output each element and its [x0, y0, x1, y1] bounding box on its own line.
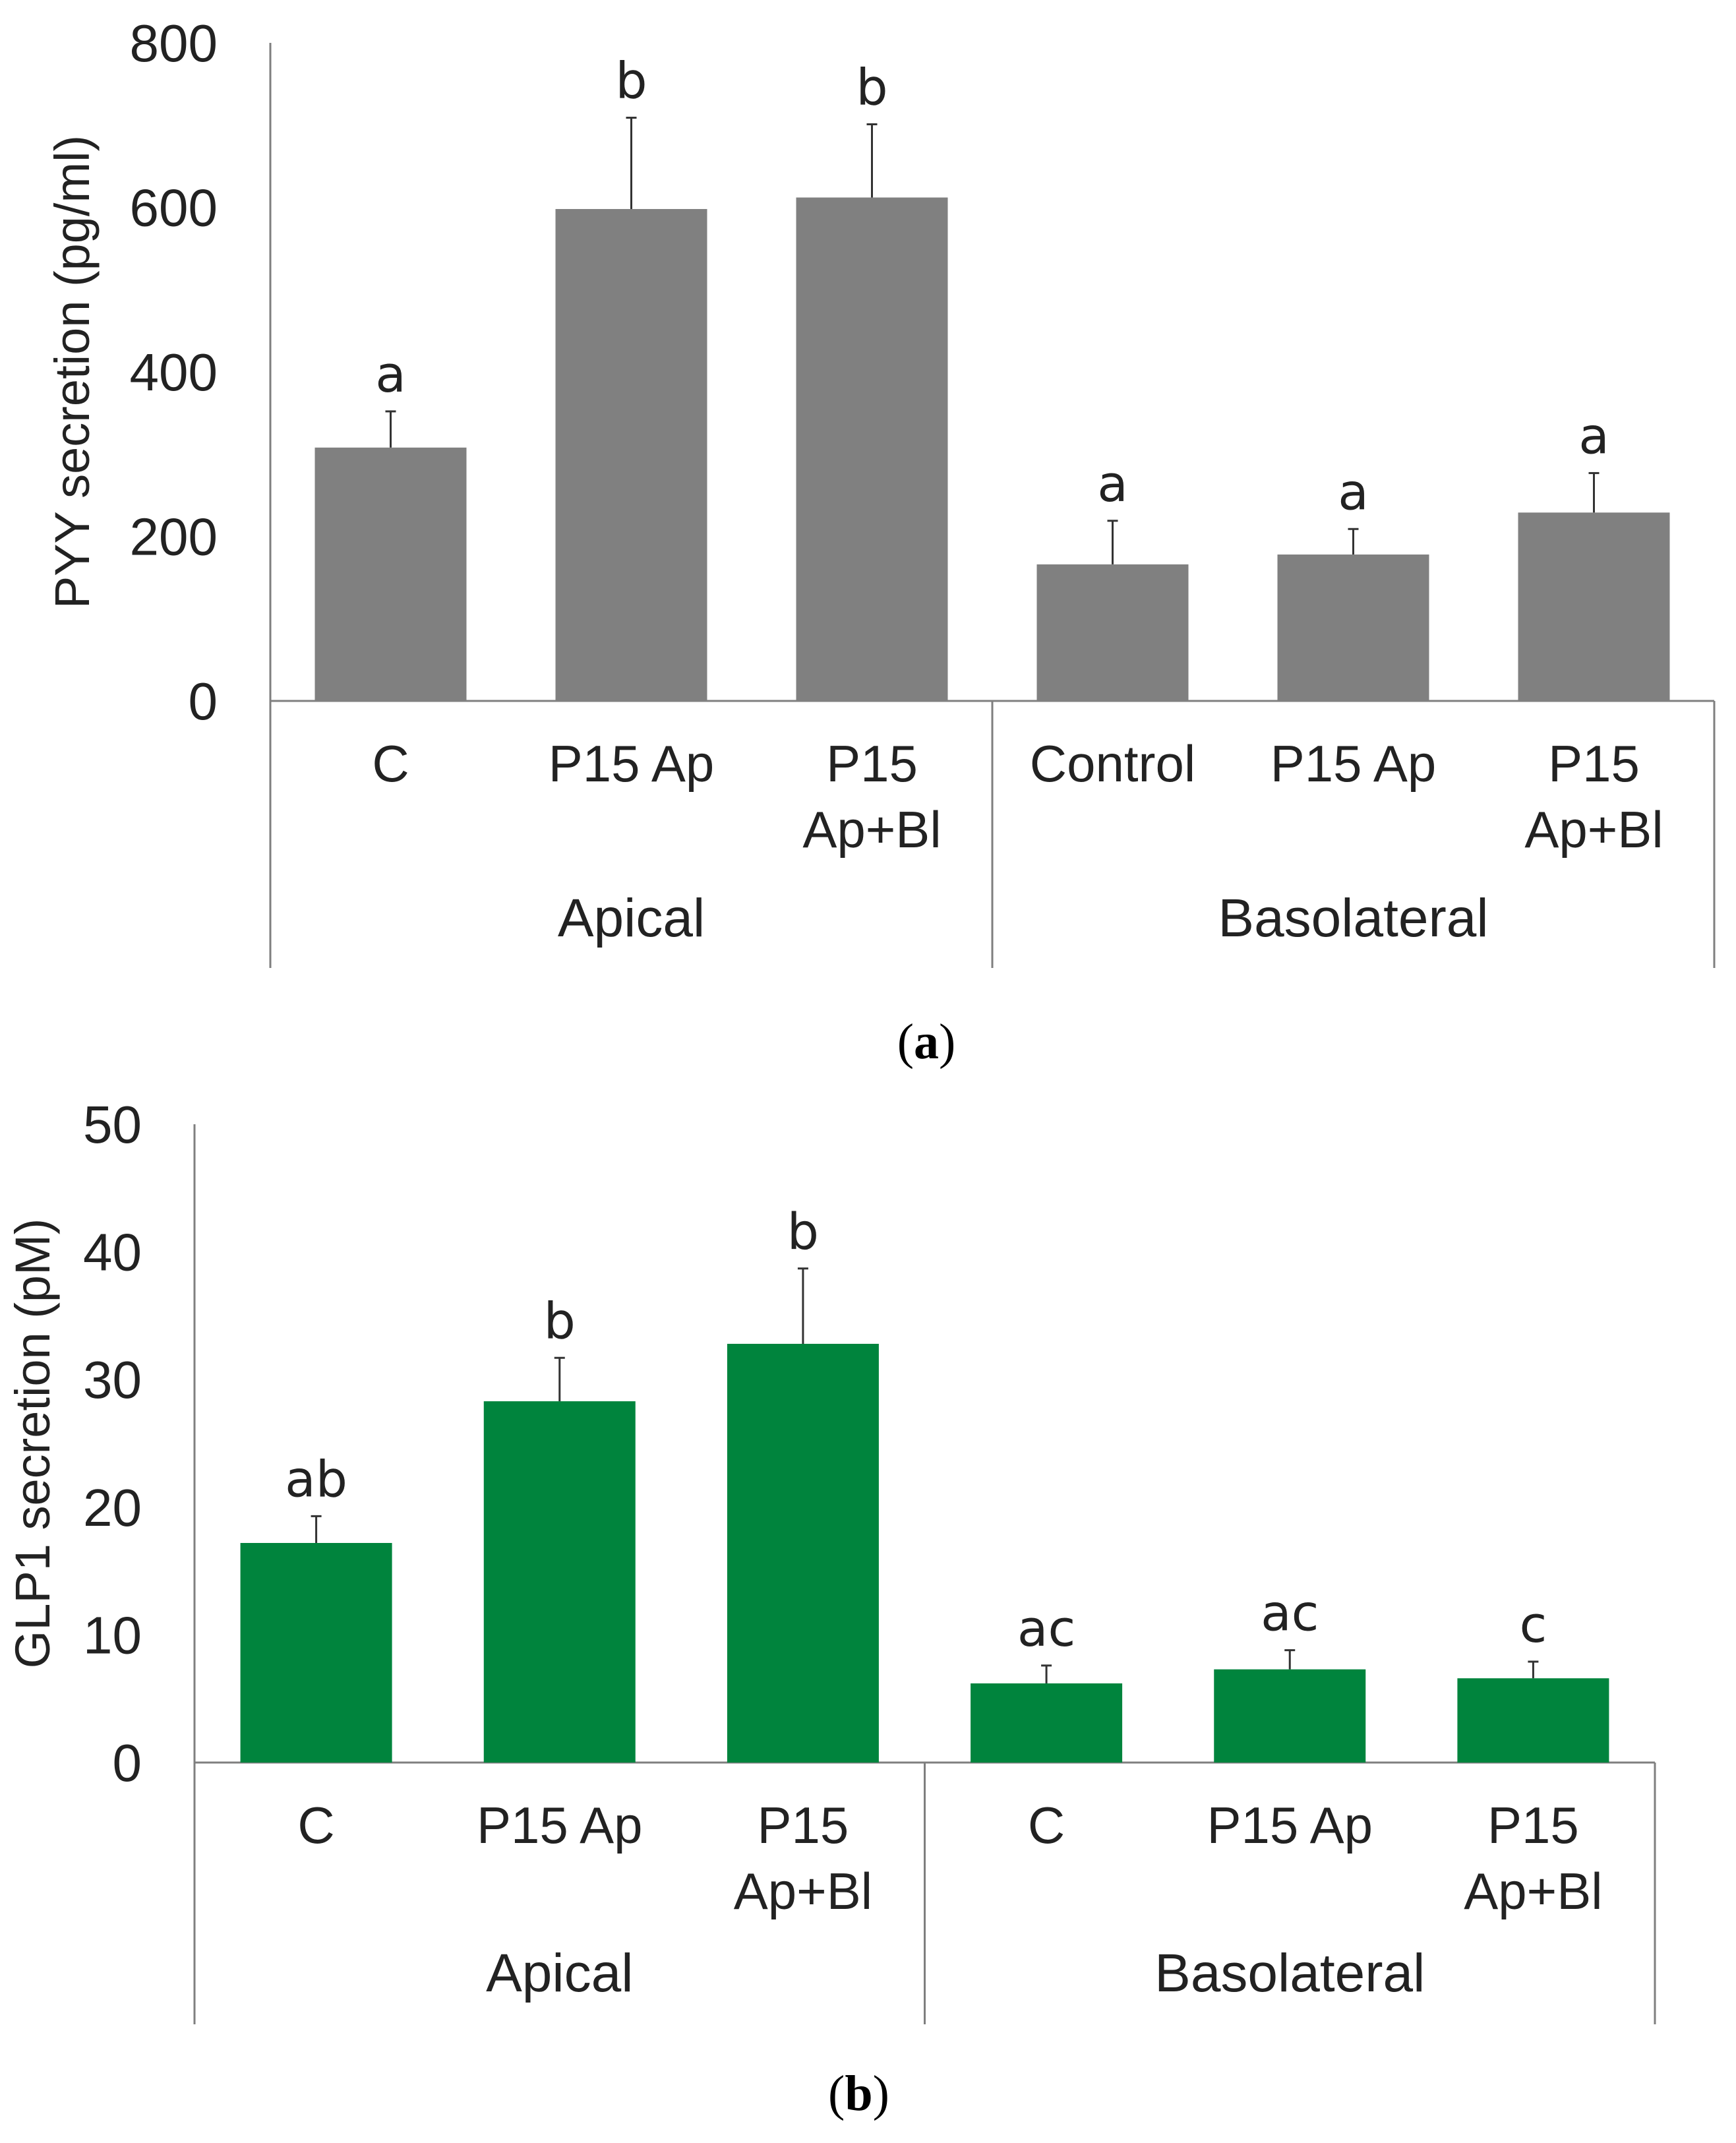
x-category-label: P15 Ap — [1207, 1796, 1373, 1854]
y-tick-label: 20 — [83, 1478, 142, 1537]
x-category-label: C — [372, 735, 409, 793]
x-category-label: P15 Ap+Bl — [1524, 735, 1663, 859]
bar — [240, 1543, 392, 1763]
bar — [314, 447, 467, 701]
bar — [1036, 564, 1189, 701]
y-tick-label: 800 — [130, 14, 218, 73]
y-tick-label: 50 — [83, 1095, 142, 1154]
y-tick-label: 0 — [189, 672, 218, 731]
significance-letter: b — [856, 58, 887, 117]
x-category-label: P15 Ap — [549, 735, 715, 793]
significance-letter: a — [375, 345, 406, 404]
y-axis-title: GLP1 secretion (pM) — [5, 1219, 60, 1669]
bar — [483, 1401, 636, 1763]
significance-letter: ac — [1261, 1584, 1319, 1643]
bar — [1214, 1669, 1366, 1763]
x-category-label: P15 Ap+Bl — [1464, 1796, 1602, 1920]
panel-b-chart: 0 10 20 30 40 50 GLP1 secretion (pM) ab Cb P15 Ap… — [5, 1095, 1656, 2121]
significance-letter: ac — [1017, 1599, 1075, 1658]
significance-letter: ab — [285, 1449, 347, 1508]
x-group-label: Apical — [558, 888, 705, 948]
significance-letter: a — [1578, 406, 1609, 465]
x-category-label: P15 Ap+Bl — [802, 735, 941, 859]
y-tick-label: 600 — [130, 179, 218, 237]
x-category-label: P15 Ap — [1271, 735, 1437, 793]
significance-letter: c — [1520, 1595, 1547, 1654]
x-category-label: C — [297, 1796, 334, 1854]
y-tick-label: 400 — [130, 343, 218, 402]
bar — [1518, 512, 1670, 701]
x-group-label: Basolateral — [1218, 888, 1488, 948]
y-tick-label: 0 — [113, 1734, 142, 1792]
significance-letter: b — [544, 1291, 576, 1350]
bar — [1277, 554, 1429, 701]
significance-letter: b — [787, 1202, 819, 1261]
y-tick-label: 10 — [83, 1606, 142, 1664]
bar — [971, 1683, 1123, 1763]
y-tick-label: 40 — [83, 1223, 142, 1282]
bar — [796, 197, 948, 701]
significance-letter: b — [615, 51, 647, 110]
x-category-label: P15 Ap+Bl — [734, 1796, 872, 1920]
panel-label: (b) — [828, 2066, 889, 2121]
x-category-label: P15 Ap — [477, 1796, 643, 1854]
x-group-label: Apical — [486, 1943, 633, 2003]
y-axis-title: PYY secretion (pg/ml) — [45, 135, 100, 609]
bar — [727, 1343, 879, 1763]
significance-letter: a — [1097, 454, 1128, 513]
x-group-label: Basolateral — [1154, 1943, 1425, 2003]
bar — [1457, 1678, 1609, 1763]
x-category-label: C — [1028, 1796, 1065, 1854]
y-tick-label: 30 — [83, 1350, 142, 1409]
x-category-label: Control — [1030, 735, 1195, 793]
y-tick-label: 200 — [130, 508, 218, 566]
panel-a-chart: 0 200 400 600 800 PYY secretion (pg/ml) a Cb P15… — [45, 14, 1716, 1070]
bar — [555, 208, 707, 701]
panel-label: (a) — [897, 1014, 956, 1070]
significance-letter: a — [1338, 462, 1369, 521]
